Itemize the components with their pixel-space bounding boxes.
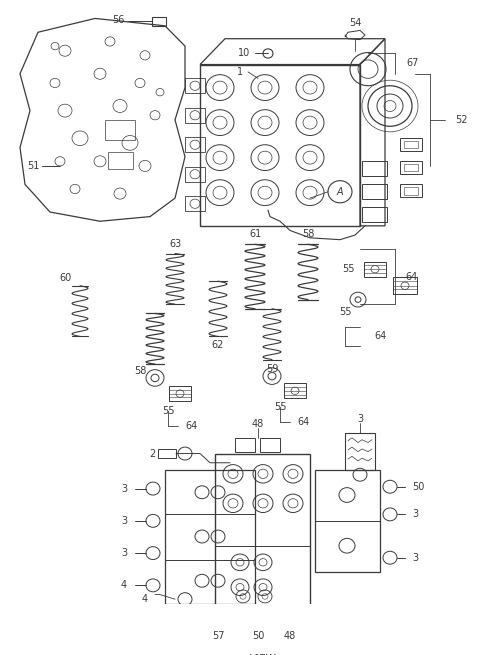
- Text: 3: 3: [121, 548, 127, 558]
- Text: 55: 55: [162, 406, 174, 416]
- Text: A: A: [336, 187, 343, 196]
- Text: 59: 59: [266, 364, 278, 374]
- Text: 1: 1: [237, 67, 243, 77]
- Text: 10: 10: [238, 48, 250, 58]
- Text: 50: 50: [252, 631, 264, 641]
- Bar: [200, 65, 360, 226]
- Bar: [404, 164, 418, 172]
- Text: 58: 58: [302, 229, 314, 239]
- Bar: [284, 383, 306, 398]
- Text: 51: 51: [27, 161, 39, 171]
- Bar: [393, 278, 417, 294]
- Text: 67: 67: [406, 58, 419, 67]
- Text: 4: 4: [142, 594, 148, 604]
- Bar: [260, 438, 280, 452]
- Text: 50: 50: [412, 481, 424, 492]
- Bar: [158, 449, 176, 458]
- Bar: [364, 262, 386, 276]
- Text: 52: 52: [455, 115, 468, 125]
- Text: 64: 64: [374, 331, 386, 341]
- Text: 3: 3: [121, 516, 127, 526]
- Text: 55: 55: [339, 307, 351, 316]
- Bar: [108, 152, 133, 169]
- Bar: [400, 138, 422, 151]
- Bar: [400, 161, 422, 174]
- Bar: [345, 433, 375, 470]
- Bar: [404, 187, 418, 195]
- Text: VIEW: VIEW: [250, 654, 277, 655]
- Text: 54: 54: [349, 18, 361, 28]
- Text: 57: 57: [212, 631, 224, 641]
- Bar: [215, 453, 310, 606]
- Text: 64: 64: [298, 417, 310, 427]
- Text: 55: 55: [343, 264, 355, 274]
- Bar: [185, 108, 205, 122]
- Bar: [362, 208, 387, 222]
- Bar: [165, 470, 255, 604]
- Text: 3: 3: [412, 510, 418, 519]
- Bar: [404, 141, 418, 149]
- Bar: [185, 167, 205, 181]
- Bar: [235, 438, 255, 452]
- Bar: [152, 16, 166, 26]
- Bar: [105, 120, 135, 140]
- Text: 3: 3: [121, 483, 127, 494]
- Text: 62: 62: [212, 340, 224, 350]
- Text: 58: 58: [134, 365, 146, 375]
- Text: 61: 61: [249, 229, 261, 239]
- Text: 48: 48: [252, 419, 264, 429]
- Text: 3: 3: [357, 415, 363, 424]
- Text: 4: 4: [121, 580, 127, 590]
- Text: 3: 3: [412, 553, 418, 563]
- Bar: [185, 79, 205, 93]
- Bar: [185, 138, 205, 152]
- Text: 56: 56: [112, 15, 124, 26]
- Bar: [400, 184, 422, 197]
- Bar: [315, 470, 380, 572]
- Text: 63: 63: [169, 239, 181, 250]
- Text: 48: 48: [284, 631, 296, 641]
- Text: 2: 2: [149, 449, 155, 458]
- Bar: [362, 184, 387, 199]
- Bar: [185, 196, 205, 211]
- Bar: [169, 386, 191, 401]
- Text: 64: 64: [405, 272, 417, 282]
- Bar: [362, 161, 387, 176]
- Text: 64: 64: [186, 421, 198, 431]
- Text: 60: 60: [59, 273, 71, 284]
- Text: 55: 55: [274, 402, 286, 413]
